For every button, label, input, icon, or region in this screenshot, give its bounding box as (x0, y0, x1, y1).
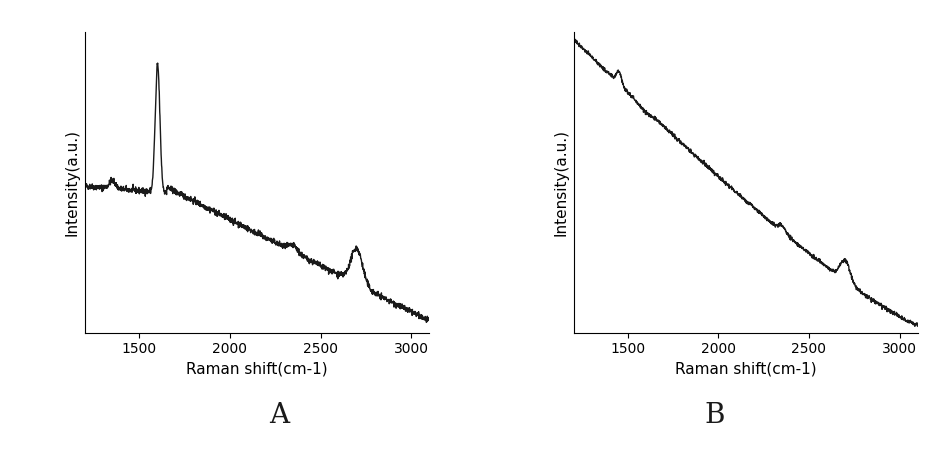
X-axis label: Raman shift(cm-1): Raman shift(cm-1) (186, 362, 328, 377)
Text: B: B (704, 402, 725, 429)
Y-axis label: Intensity(a.u.): Intensity(a.u.) (553, 129, 568, 236)
Y-axis label: Intensity(a.u.): Intensity(a.u.) (64, 129, 79, 236)
X-axis label: Raman shift(cm-1): Raman shift(cm-1) (674, 362, 816, 377)
Text: A: A (269, 402, 289, 429)
